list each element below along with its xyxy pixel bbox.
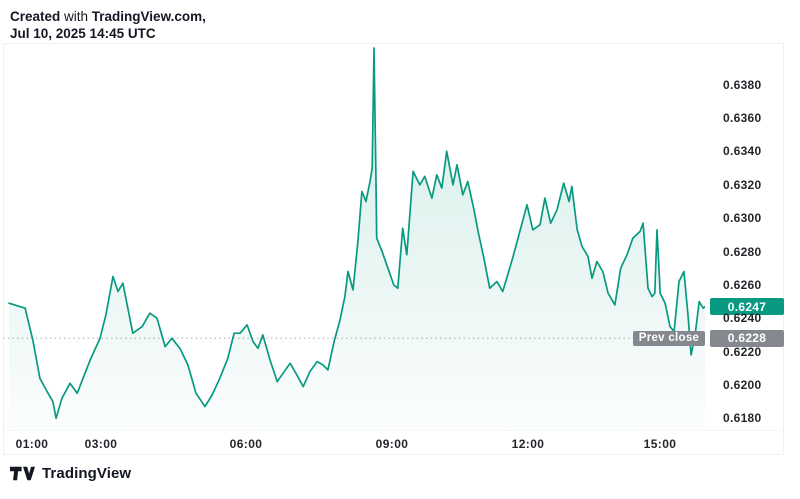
timestamp: Jul 10, 2025 14:45 UTC (10, 26, 156, 41)
price-chart (3, 47, 705, 430)
y-axis-tick: 0.6180 (723, 411, 762, 426)
attribution-mid: with (60, 9, 92, 24)
x-axis-tick: 09:00 (375, 437, 409, 451)
plot-bottom-divider (3, 430, 784, 431)
y-axis-tick: 0.6380 (723, 77, 762, 92)
attribution: Created with TradingView.com, (10, 7, 206, 26)
x-axis-tick: 03:00 (84, 437, 118, 451)
x-axis-tick: 01:00 (15, 437, 49, 451)
attribution-site: TradingView.com, (91, 9, 206, 24)
y-axis-tick: 0.6280 (723, 244, 762, 259)
y-axis-tick: 0.6200 (723, 377, 762, 392)
last-price-badge: 0.6247 (710, 298, 784, 316)
price-line (8, 47, 705, 420)
x-axis-tick: 06:00 (229, 437, 263, 451)
tradingview-logo-text: TradingView (42, 465, 132, 482)
prev-close-label-badge: Prev close (633, 330, 705, 346)
y-axis-tick: 0.6260 (723, 277, 762, 292)
x-axis-tick: 15:00 (643, 437, 677, 451)
tradingview-logo-icon (10, 466, 35, 481)
attribution-prefix: Created (10, 9, 61, 24)
y-axis-tick: 0.6300 (723, 211, 762, 226)
y-axis-tick: 0.6240 (723, 311, 762, 326)
y-axis-tick: 0.6340 (723, 144, 762, 159)
tradingview-logo[interactable]: TradingView (10, 465, 131, 482)
y-axis-tick: 0.6320 (723, 177, 762, 192)
y-axis-tick: 0.6220 (723, 344, 762, 359)
x-axis-tick: 12:00 (511, 437, 545, 451)
y-axis-tick: 0.6360 (723, 111, 762, 126)
price-area-fill (9, 48, 705, 430)
prev-close-value-badge: 0.6228 (710, 329, 784, 347)
